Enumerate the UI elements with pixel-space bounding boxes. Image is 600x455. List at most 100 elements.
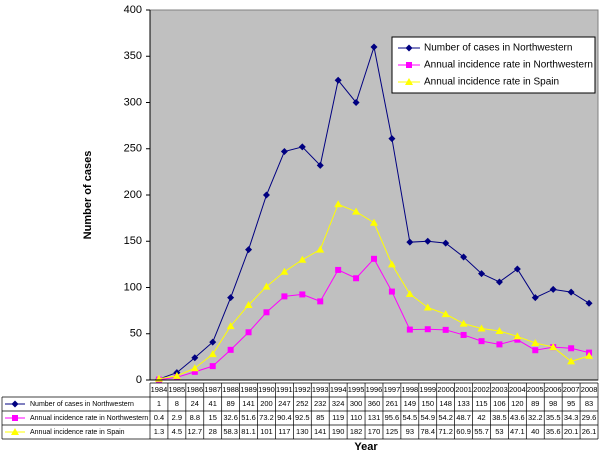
table-value: 0.4 [154,413,164,422]
point [495,326,504,334]
point [549,285,557,293]
point [406,238,414,246]
table-value: 2.9 [172,413,182,422]
point [172,371,181,379]
table-value: 29.6 [582,413,597,422]
point [496,341,503,348]
point [477,324,486,332]
table-value: 42 [477,413,485,422]
table-value: 8.8 [190,413,200,422]
table-value: 73.2 [259,413,274,422]
y-tick-label: 0 [136,374,142,386]
point [567,288,575,296]
point [585,351,594,359]
table-value: 98 [549,399,557,408]
table-value: 32.6 [223,413,238,422]
point [513,265,521,273]
point [209,363,216,370]
point [460,253,468,261]
table-value: 1 [157,399,161,408]
table-value: 83 [585,399,593,408]
x-tick-label: 1991 [276,385,293,394]
table-value: 141 [314,427,327,436]
table-row-label: Annual incidence rate in Northwestern [30,415,148,422]
x-tick-label: 2007 [563,385,580,394]
x-tick-label: 2003 [491,385,508,394]
point [245,246,253,254]
point [495,278,503,286]
table-value: 54.5 [403,413,418,422]
table-value: 12.7 [187,427,202,436]
point [262,282,271,290]
point [352,99,360,106]
point [423,303,432,311]
point [227,346,234,353]
point [334,76,342,84]
table-value: 78.4 [420,427,435,436]
point [441,310,450,318]
table-value: 190 [332,427,345,436]
point [531,339,540,346]
point [405,78,413,85]
table-value: 110 [350,413,362,422]
x-tick-label: 1996 [366,385,383,394]
point [11,400,19,408]
point [442,239,450,247]
table-value: 58.3 [223,427,238,436]
x-tick-label: 1987 [204,385,221,394]
x-tick-label: 1998 [401,385,418,394]
table-value: 41 [209,399,217,408]
table-value: 300 [350,399,363,408]
x-tick-label: 2001 [455,385,472,394]
table-value: 93 [406,427,414,436]
table-value: 15 [209,413,217,422]
legend-label: Annual incidence rate in Spain [424,77,559,88]
table-value: 1.3 [154,427,164,436]
table-value: 252 [296,399,309,408]
point [226,322,235,330]
point [514,336,521,343]
table-value: 48.7 [456,413,471,422]
point [263,309,270,316]
y-tick-label: 250 [124,143,142,155]
point [388,135,396,143]
point [227,294,235,302]
point [191,354,199,362]
y-tick-label: 350 [124,50,142,62]
table-value: 40 [531,427,539,436]
y-tick-label: 150 [124,235,142,247]
table-value: 106 [493,399,506,408]
point [585,299,593,307]
x-tick-label: 1995 [348,385,365,394]
x-tick-label: 2008 [581,385,598,394]
table-value: 20.1 [564,427,579,436]
y-tick-label: 200 [124,189,142,201]
point [244,300,253,308]
table-value: 47.1 [510,427,525,436]
table-value: 32.2 [528,413,543,422]
point [11,428,19,435]
table-value: 115 [476,399,488,408]
y-axis-label: Number of cases [82,151,94,240]
table-value: 92.5 [295,413,310,422]
point [406,326,413,333]
x-tick-label: 1988 [222,385,239,394]
y-tick-label: 50 [130,328,142,340]
table-value: 90.4 [277,413,292,422]
table-value: 81.1 [241,427,256,436]
point [531,294,539,302]
point [387,260,396,268]
point [406,62,412,68]
table-value: 141 [242,399,255,408]
point [567,357,576,365]
point [208,350,217,358]
y-tick-label: 300 [124,96,142,108]
point [298,255,307,263]
table-value: 53 [495,427,503,436]
table-value: 148 [439,399,452,408]
x-tick-label: 1999 [419,385,436,394]
legend-label: Annual incidence rate in Northwestern [424,60,593,71]
x-tick-label: 1990 [258,385,275,394]
point [478,270,486,278]
point [478,338,485,345]
